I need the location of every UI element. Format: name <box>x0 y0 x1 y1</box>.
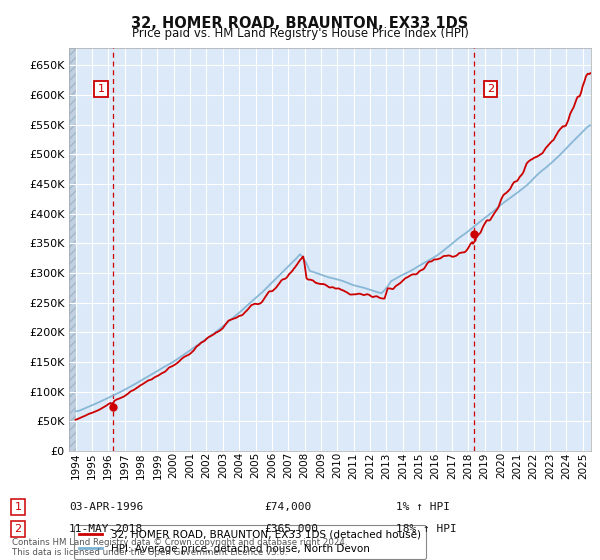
Text: 1: 1 <box>14 502 22 512</box>
Text: 2: 2 <box>487 84 494 94</box>
Legend: 32, HOMER ROAD, BRAUNTON, EX33 1DS (detached house), HPI: Average price, detache: 32, HOMER ROAD, BRAUNTON, EX33 1DS (deta… <box>74 525 426 559</box>
Text: 03-APR-1996: 03-APR-1996 <box>69 502 143 512</box>
Text: 1% ↑ HPI: 1% ↑ HPI <box>396 502 450 512</box>
Text: 11-MAY-2018: 11-MAY-2018 <box>69 524 143 534</box>
Text: £74,000: £74,000 <box>264 502 311 512</box>
Text: 1: 1 <box>98 84 104 94</box>
Text: Price paid vs. HM Land Registry's House Price Index (HPI): Price paid vs. HM Land Registry's House … <box>131 27 469 40</box>
Text: £365,000: £365,000 <box>264 524 318 534</box>
Bar <box>69 48 76 451</box>
Text: 18% ↑ HPI: 18% ↑ HPI <box>396 524 457 534</box>
Text: 2: 2 <box>14 524 22 534</box>
Text: Contains HM Land Registry data © Crown copyright and database right 2024.
This d: Contains HM Land Registry data © Crown c… <box>12 538 347 557</box>
Text: 32, HOMER ROAD, BRAUNTON, EX33 1DS: 32, HOMER ROAD, BRAUNTON, EX33 1DS <box>131 16 469 31</box>
